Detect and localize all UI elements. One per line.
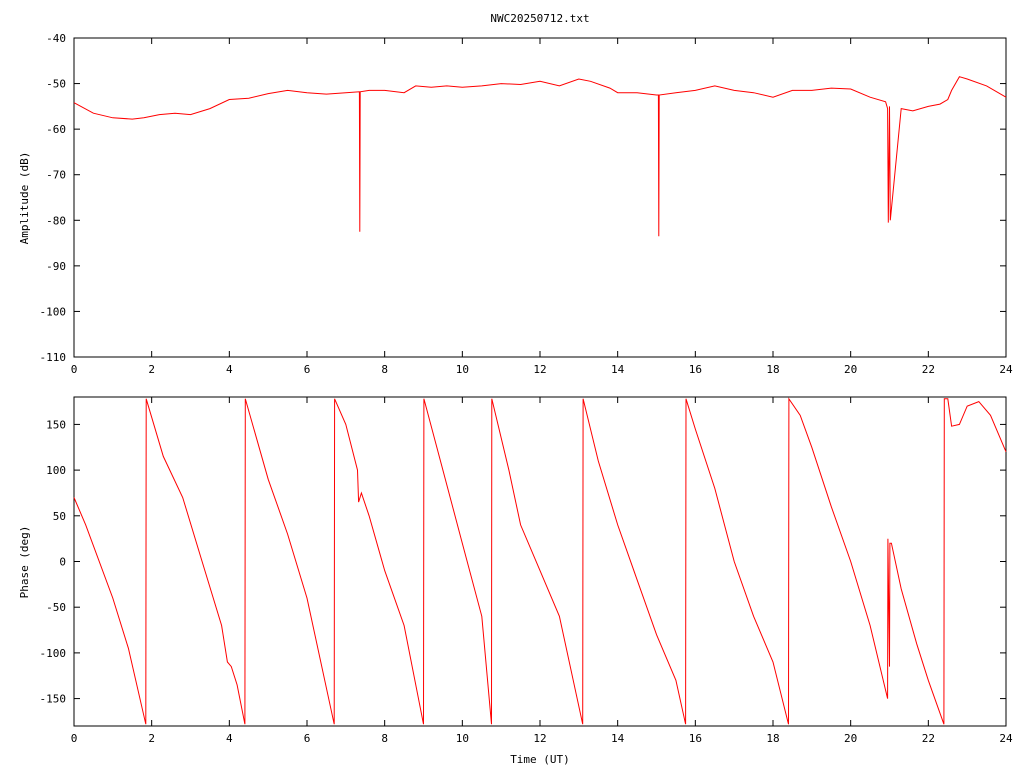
amplitude-y-tick-label: -70 [46,169,66,182]
phase-y-tick-label: -100 [40,647,67,660]
amplitude-y-tick-label: -50 [46,78,66,91]
phase-x-tick-label: 12 [533,732,546,745]
amplitude-y-axis-label: Amplitude (dB) [18,152,31,245]
phase-ticks: 0 2 4 6 8 10 12 14 16 18 20 22 24150100500-50-100-15… [40,397,1013,745]
amplitude-ticks: 0 2 4 6 8 10 12 14 16 18 20 22 24-40-50-60-70-80-90-… [40,32,1013,376]
amplitude-x-tick-label: 18 [766,363,779,376]
amplitude-y-tick-label: -110 [40,351,67,364]
amplitude-y-tick-label: -60 [46,123,66,136]
phase-y-tick-label: 100 [46,464,66,477]
phase-x-tick-label: 8 [381,732,388,745]
phase-y-axis-label: Phase (deg) [18,526,31,599]
phase-y-tick-label: 150 [46,418,66,431]
amplitude-y-tick-label: -40 [46,32,66,45]
amplitude-x-tick-label: 16 [689,363,702,376]
phase-x-tick-label: 4 [226,732,233,745]
phase-y-tick-label: 0 [59,556,66,569]
amplitude-series [73,76,1007,237]
phase-y-tick-label: 50 [53,510,66,523]
amplitude-x-tick-label: 24 [999,363,1013,376]
phase-series [73,397,1007,725]
amplitude-y-tick-label: -80 [46,214,66,227]
phase-plot-frame [73,396,1007,727]
amplitude-y-tick-label: -90 [46,260,66,273]
phase-x-tick-label: 16 [689,732,702,745]
phase-x-tick-label: 10 [456,732,469,745]
amplitude-y-tick-label: -100 [40,305,67,318]
amplitude-x-tick-label: 14 [611,363,625,376]
x-axis-label: Time (UT) [510,753,570,766]
amplitude-series-line [73,76,1007,237]
amplitude-x-tick-label: 4 [226,363,233,376]
phase-y-tick-label: -150 [40,693,67,706]
phase-x-tick-label: 18 [766,732,779,745]
amplitude-x-tick-label: 12 [533,363,546,376]
phase-x-tick-label: 2 [148,732,155,745]
amplitude-x-tick-label: 0 [71,363,78,376]
amplitude-x-tick-label: 6 [304,363,311,376]
phase-x-tick-label: 24 [999,732,1013,745]
phase-panel: 0 2 4 6 8 10 12 14 16 18 20 22 24150100500-50-100-15… [18,396,1013,766]
chart-title: NWC20250712.txt [490,12,589,25]
amplitude-x-tick-label: 2 [148,363,155,376]
amplitude-x-tick-label: 8 [381,363,388,376]
amplitude-x-tick-label: 22 [922,363,935,376]
amplitude-plot-frame [73,37,1007,358]
phase-series-line [73,397,1007,725]
amplitude-panel: 0 2 4 6 8 10 12 14 16 18 20 22 24-40-50-60-70-80-90-… [18,32,1013,376]
amplitude-x-tick-label: 10 [456,363,469,376]
phase-x-tick-label: 22 [922,732,935,745]
phase-x-tick-label: 14 [611,732,625,745]
phase-x-tick-label: 20 [844,732,857,745]
phase-x-tick-label: 0 [71,732,78,745]
phase-x-tick-label: 6 [304,732,311,745]
phase-y-tick-label: -50 [46,601,66,614]
amplitude-x-tick-label: 20 [844,363,857,376]
